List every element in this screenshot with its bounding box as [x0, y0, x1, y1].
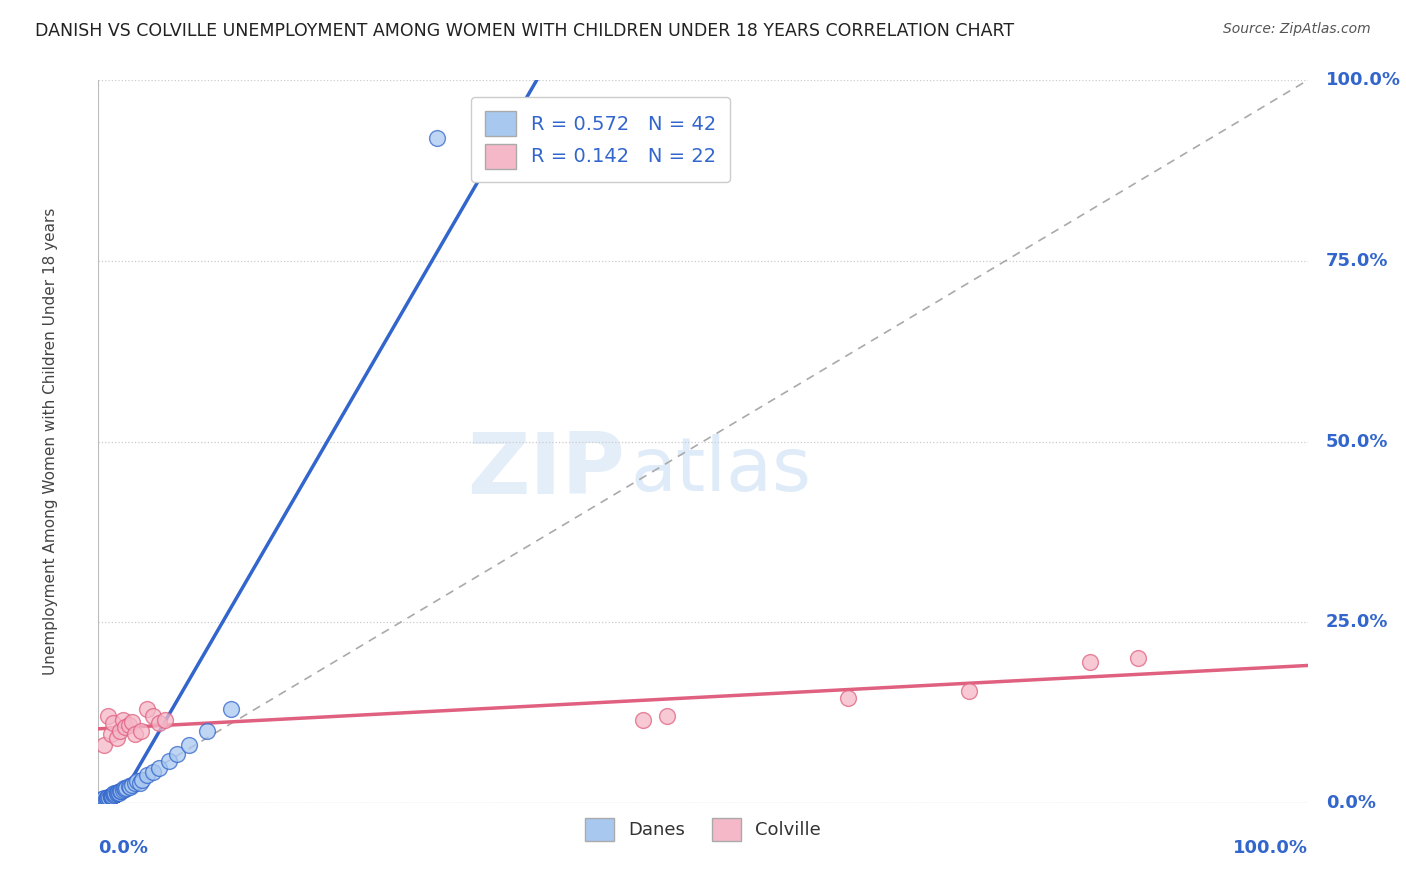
Point	[110, 783, 132, 797]
Text: 0.0%: 0.0%	[1326, 794, 1375, 812]
Point	[837, 691, 859, 706]
Point	[101, 787, 124, 801]
Text: 50.0%: 50.0%	[1326, 433, 1388, 450]
Text: atlas: atlas	[630, 434, 811, 507]
Point	[108, 784, 131, 798]
Point	[91, 792, 114, 806]
Point	[135, 702, 157, 716]
Point	[94, 792, 117, 806]
Point	[104, 787, 127, 801]
Point	[148, 761, 170, 775]
Point	[100, 789, 122, 803]
Point	[166, 747, 188, 761]
Text: 100.0%: 100.0%	[1233, 838, 1308, 857]
Point	[98, 790, 121, 805]
Point	[142, 709, 165, 723]
Point	[108, 786, 131, 800]
Point	[142, 765, 165, 780]
Point	[93, 738, 115, 752]
Point	[100, 789, 122, 803]
Point	[118, 779, 141, 793]
Point	[111, 713, 134, 727]
Point	[631, 713, 654, 727]
Point	[100, 727, 122, 741]
Point	[148, 716, 170, 731]
Point	[655, 709, 678, 723]
Text: 100.0%: 100.0%	[1326, 71, 1400, 89]
Point	[179, 738, 201, 752]
Point	[1078, 655, 1101, 669]
Text: ZIP: ZIP	[467, 429, 624, 512]
Point	[118, 780, 141, 794]
Point	[100, 789, 122, 804]
Point	[105, 786, 128, 800]
Point	[103, 788, 125, 802]
Point	[118, 718, 141, 732]
Point	[128, 775, 150, 789]
Text: 0.0%: 0.0%	[98, 838, 149, 857]
Point	[93, 791, 115, 805]
Point	[107, 785, 129, 799]
Point	[157, 754, 180, 768]
Point	[105, 731, 128, 745]
Point	[131, 772, 153, 787]
Point	[127, 774, 149, 789]
Point	[221, 702, 243, 716]
Point	[100, 790, 122, 805]
Point	[111, 782, 134, 797]
Point	[135, 768, 157, 782]
Legend: Danes, Colville: Danes, Colville	[578, 810, 828, 848]
Point	[114, 720, 136, 734]
Text: DANISH VS COLVILLE UNEMPLOYMENT AMONG WOMEN WITH CHILDREN UNDER 18 YEARS CORRELA: DANISH VS COLVILLE UNEMPLOYMENT AMONG WO…	[35, 22, 1014, 40]
Point	[957, 683, 980, 698]
Point	[115, 780, 138, 795]
Point	[195, 723, 218, 738]
Point	[112, 781, 135, 796]
Text: Source: ZipAtlas.com: Source: ZipAtlas.com	[1223, 22, 1371, 37]
Point	[1128, 651, 1150, 665]
Point	[124, 776, 146, 790]
Point	[105, 786, 128, 800]
Point	[100, 789, 122, 804]
Point	[426, 131, 449, 145]
Text: 75.0%: 75.0%	[1326, 252, 1388, 270]
Point	[96, 791, 118, 805]
Point	[121, 778, 143, 792]
Point	[153, 713, 176, 727]
Point	[124, 727, 146, 741]
Point	[114, 782, 136, 797]
Point	[108, 723, 131, 738]
Point	[97, 790, 120, 805]
Point	[129, 723, 152, 738]
Point	[121, 714, 143, 729]
Text: Unemployment Among Women with Children Under 18 years: Unemployment Among Women with Children U…	[42, 208, 58, 675]
Text: 25.0%: 25.0%	[1326, 613, 1388, 632]
Point	[101, 716, 124, 731]
Point	[97, 709, 120, 723]
Point	[103, 786, 125, 800]
Point	[96, 790, 118, 805]
